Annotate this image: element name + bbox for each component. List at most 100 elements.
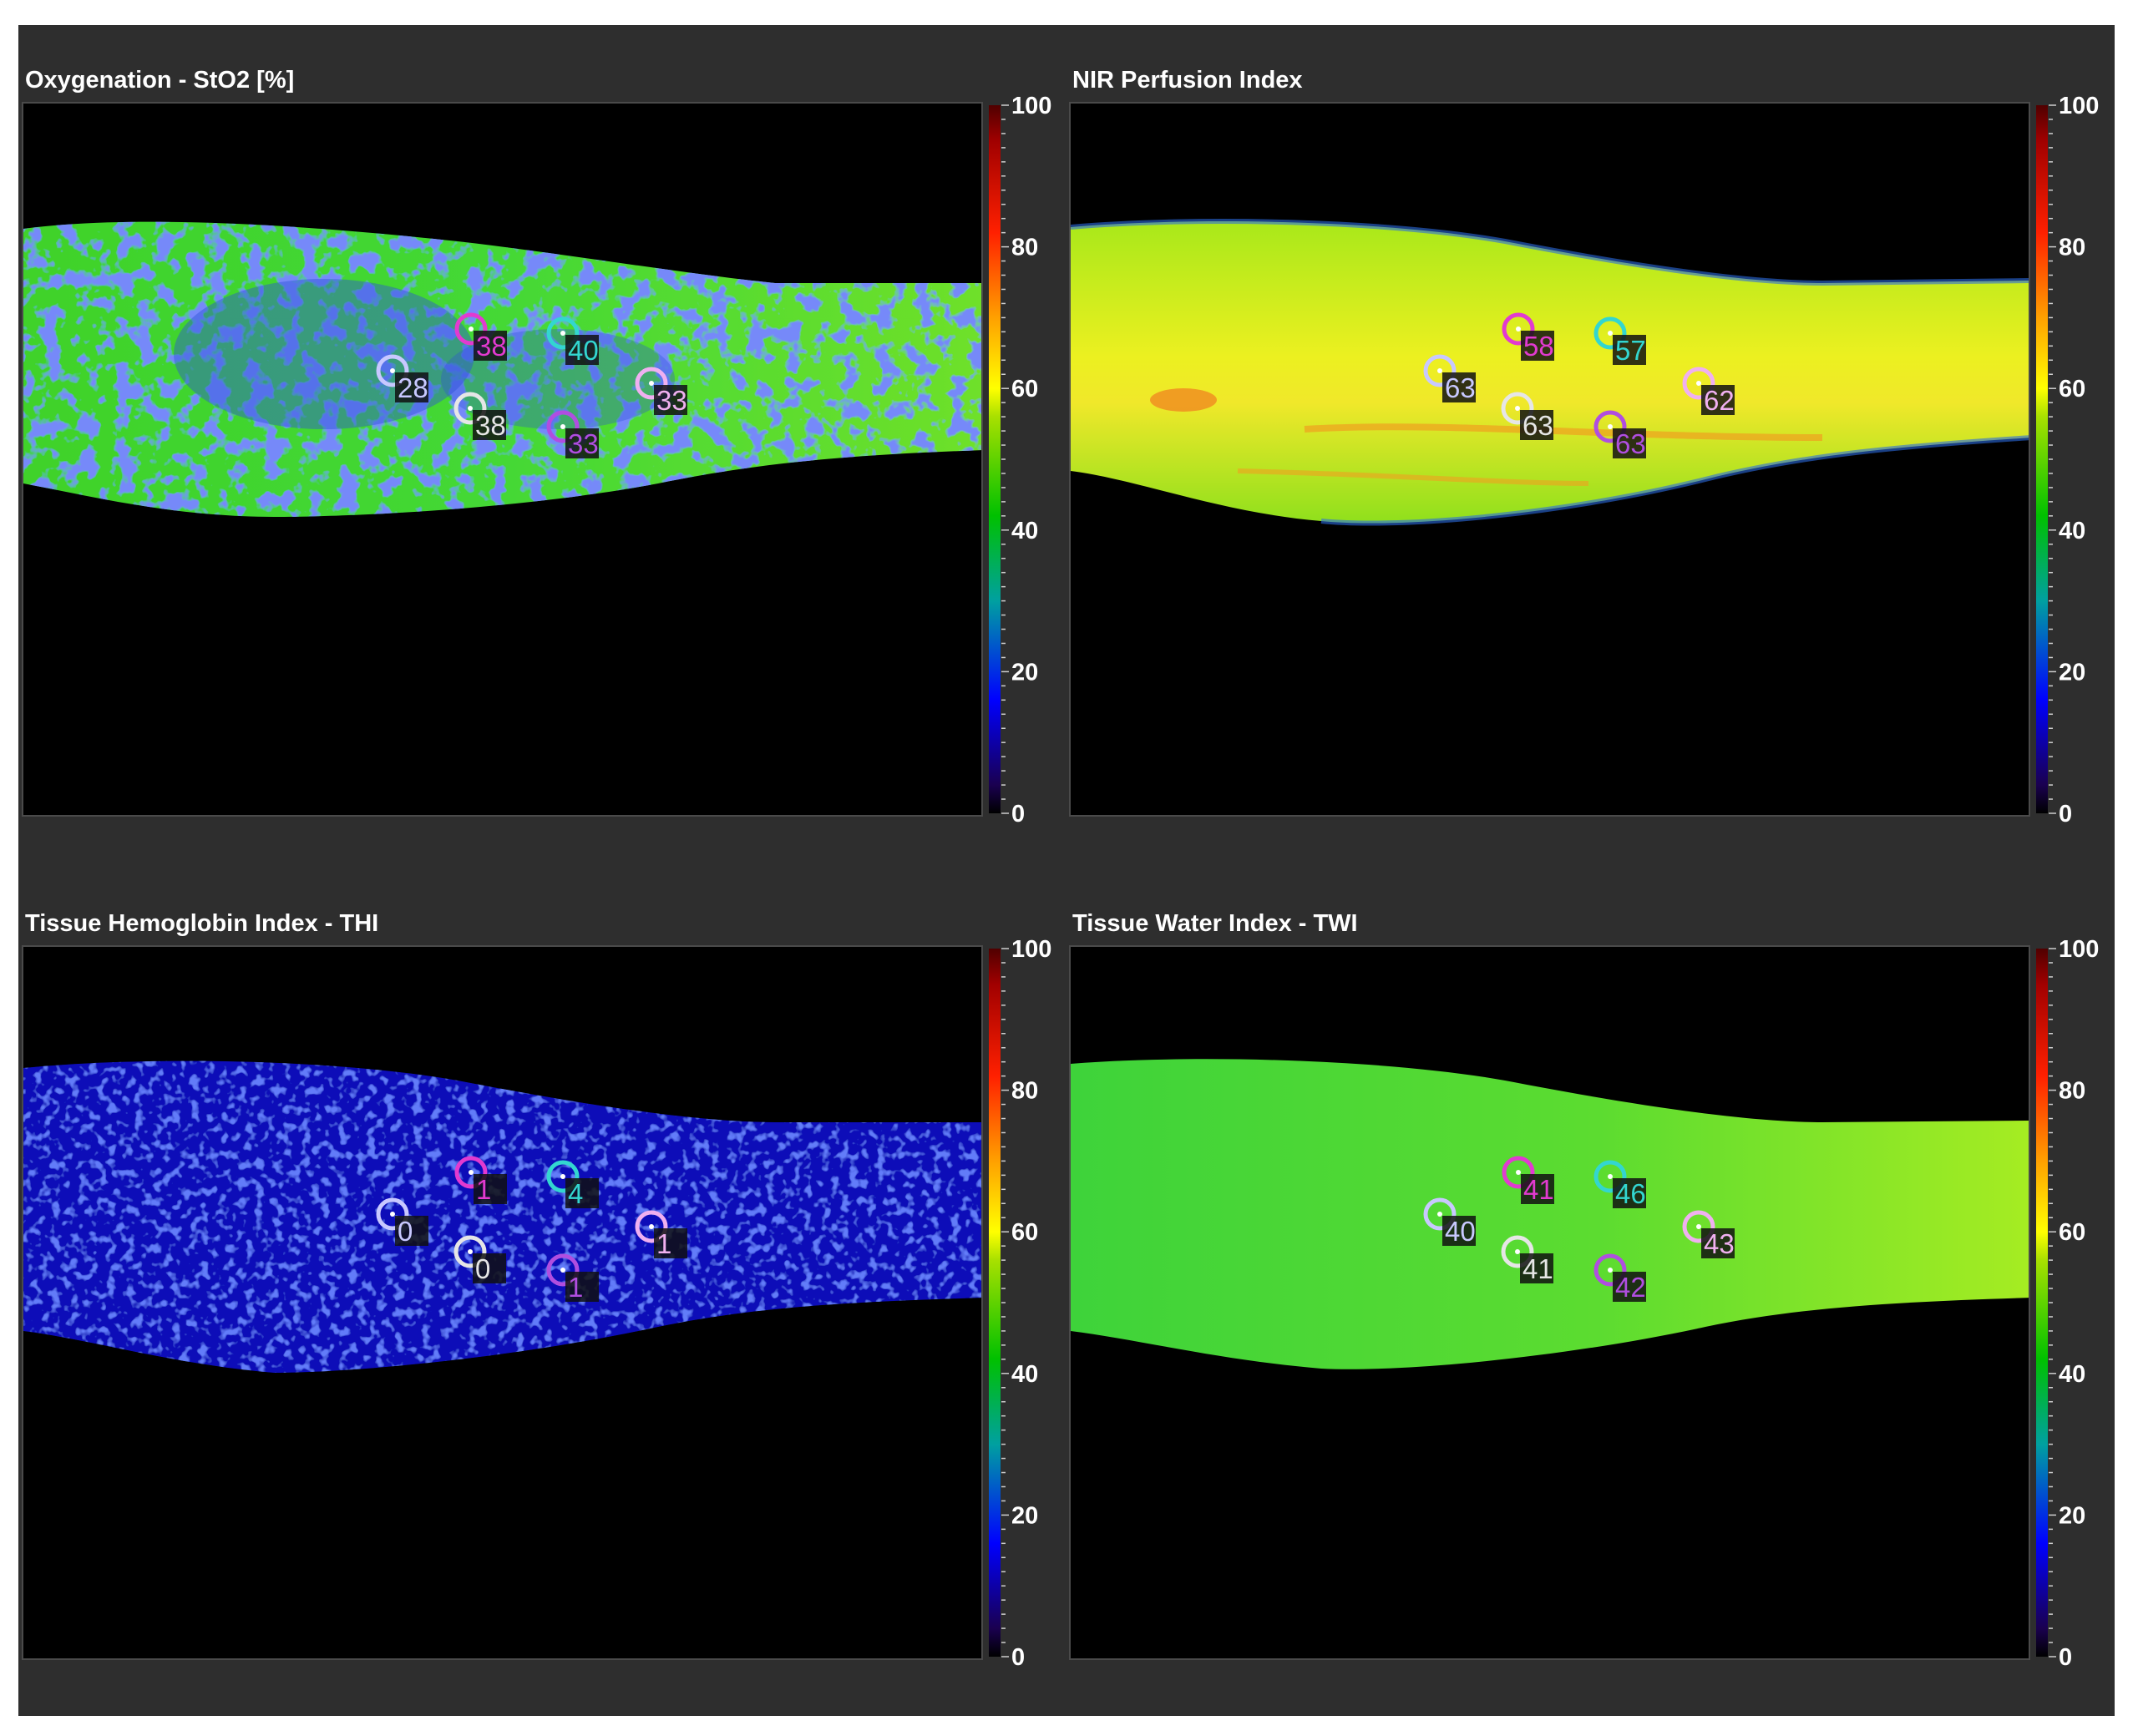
color-scale-bar (989, 105, 1001, 813)
roi-value: 63 (1445, 372, 1476, 403)
panel-title: Tissue Water Index - TWI (1072, 910, 1358, 937)
roi-value: 62 (1704, 385, 1735, 416)
roi-value: 41 (1522, 1253, 1553, 1284)
image-view[interactable]: 38 40 28 33 38 33 (22, 102, 983, 817)
roi-label-bg (654, 385, 687, 415)
roi-value: 1 (656, 1228, 671, 1259)
roi-label-bg (474, 331, 507, 361)
color-scale-tick-label: 80 (1011, 235, 1038, 261)
color-scale: 100 80 60 40 20 0 (2036, 93, 2115, 828)
roi-value: 42 (1615, 1272, 1646, 1303)
panel-title: Tissue Hemoglobin Index - THI (25, 910, 379, 937)
color-scale-svg: 100 80 60 40 20 0 (2036, 93, 2099, 828)
roi-center-icon (468, 1249, 473, 1254)
roi-marker[interactable]: 38 (454, 312, 507, 362)
roi-marker[interactable]: 63 (1593, 410, 1646, 459)
roi-marker[interactable]: 63 (1501, 392, 1553, 441)
roi-ring-icon (546, 316, 580, 350)
roi-value: 33 (656, 385, 687, 416)
roi-marker[interactable]: 28 (376, 354, 428, 403)
color-scale-tick-label: 60 (1011, 376, 1038, 402)
roi-marker[interactable]: 43 (1682, 1210, 1735, 1259)
roi-ring-icon (1593, 410, 1627, 443)
roi-center-icon (469, 1170, 474, 1175)
roi-marker[interactable]: 4 (546, 1160, 599, 1209)
roi-center-icon (1696, 381, 1701, 386)
roi-ring-icon (1423, 1197, 1457, 1231)
roi-value: 38 (475, 410, 506, 441)
roi-marker[interactable]: 40 (1423, 1197, 1476, 1247)
image-view[interactable]: 1 4 0 1 0 1 (22, 945, 983, 1660)
roi-value: 57 (1615, 335, 1646, 366)
roi-value: 33 (568, 428, 599, 459)
roi-marker[interactable]: 41 (1502, 1156, 1554, 1205)
roi-label-bg (1613, 335, 1646, 365)
color-scale-tick-label: 100 (2059, 93, 2099, 119)
roi-value: 41 (1523, 1174, 1554, 1205)
panel-nir-perfusion: NIR Perfusion Index 58 57 63 62 63 63 (1069, 25, 2121, 828)
roi-marker[interactable]: 38 (453, 392, 506, 441)
roi-ring-icon (453, 392, 487, 425)
roi-ring-icon (1501, 1235, 1534, 1268)
roi-label-bg (474, 1174, 507, 1204)
roi-marker[interactable]: 62 (1682, 367, 1735, 416)
tissue-map: 1 4 0 1 0 1 (23, 1060, 981, 1373)
roi-ring-icon (1593, 1253, 1627, 1287)
color-scale-tick-label: 0 (2059, 801, 2072, 828)
roi-label-bg (565, 1272, 599, 1302)
color-scale-tick-label: 20 (1011, 659, 1038, 686)
roi-center-icon (1515, 406, 1520, 411)
roi-label-bg (1613, 1272, 1646, 1302)
roi-marker[interactable]: 1 (454, 1156, 507, 1205)
roi-marker[interactable]: 0 (453, 1235, 506, 1284)
roi-value: 0 (475, 1253, 490, 1284)
roi-value: 28 (398, 372, 428, 403)
roi-value: 40 (1445, 1216, 1476, 1247)
roi-label-bg (1701, 1228, 1735, 1258)
color-scale-tick-label: 100 (1011, 93, 1051, 119)
roi-marker[interactable]: 1 (635, 1210, 687, 1259)
color-scale-tick-label: 40 (1011, 518, 1038, 544)
color-scale-tick-label: 0 (1011, 801, 1025, 828)
image-view[interactable]: 41 46 40 43 41 42 (1069, 945, 2030, 1660)
roi-center-icon (1515, 1249, 1520, 1254)
roi-value: 4 (568, 1178, 583, 1209)
roi-label-bg (1701, 385, 1735, 415)
panel-thi: Tissue Hemoglobin Index - THI 1 4 0 1 0 1 1 0 0… (22, 868, 1074, 1671)
color-scale: 100 80 60 40 20 0 (2036, 936, 2115, 1671)
panel-sto2: Oxygenation - StO2 [%] (22, 25, 1074, 828)
roi-marker[interactable]: 63 (1423, 354, 1476, 403)
roi-marker[interactable]: 1 (546, 1253, 599, 1303)
roi-group: 41 46 40 43 41 42 (1423, 1156, 1735, 1303)
roi-marker[interactable]: 57 (1593, 316, 1646, 366)
roi-label-bg (1521, 1174, 1554, 1204)
panel-title: Oxygenation - StO2 [%] (25, 67, 295, 94)
roi-marker[interactable]: 41 (1501, 1235, 1553, 1284)
roi-label-bg (1613, 428, 1646, 458)
roi-marker[interactable]: 33 (546, 410, 599, 459)
color-scale-tick-label: 0 (1011, 1644, 1025, 1671)
roi-ring-icon (453, 1235, 487, 1268)
roi-label-bg (395, 1216, 428, 1246)
roi-ring-icon (635, 1210, 668, 1243)
roi-group: 58 57 63 62 63 63 (1423, 312, 1735, 459)
roi-group: 1 4 0 1 0 1 (376, 1156, 687, 1303)
roi-label-bg (473, 410, 506, 440)
roi-value: 38 (476, 331, 507, 362)
roi-marker[interactable]: 0 (376, 1197, 428, 1247)
roi-value: 1 (476, 1174, 491, 1205)
roi-marker[interactable]: 58 (1502, 312, 1554, 362)
roi-marker[interactable]: 42 (1593, 1253, 1646, 1303)
roi-marker[interactable]: 40 (546, 316, 599, 366)
color-scale-tick-label: 60 (1011, 1219, 1038, 1246)
image-view[interactable]: 58 57 63 62 63 63 (1069, 102, 2030, 817)
tissue-map: 38 40 28 33 38 33 (23, 221, 981, 517)
roi-marker[interactable]: 46 (1593, 1160, 1646, 1209)
roi-marker[interactable]: 33 (635, 367, 687, 416)
roi-ring-icon (1501, 392, 1534, 425)
roi-ring-icon (376, 1197, 409, 1231)
roi-value: 1 (568, 1272, 583, 1303)
roi-ring-icon (546, 1160, 580, 1193)
roi-label-bg (395, 372, 428, 402)
panel-twi: Tissue Water Index - TWI 41 46 40 43 41 42 10… (1069, 868, 2121, 1671)
